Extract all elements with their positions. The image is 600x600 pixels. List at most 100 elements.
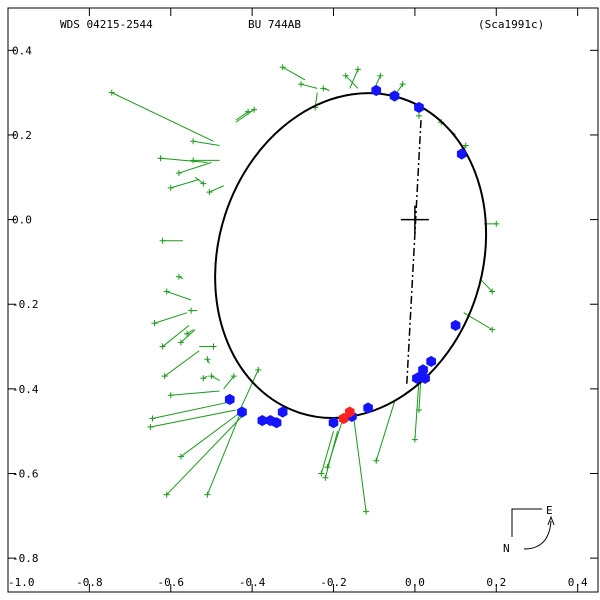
line-of-nodes — [406, 120, 422, 385]
primary-star-marker — [400, 205, 429, 234]
plot-frame — [7, 7, 599, 593]
residual-plus-marker — [399, 81, 406, 88]
residual-line — [479, 278, 493, 292]
compass-rotation-arrow — [523, 520, 552, 550]
blue-measurement-point — [224, 393, 235, 405]
residual-line — [326, 422, 343, 468]
blue-measurement-point — [371, 84, 382, 97]
x-tick-label: -0.8 — [76, 576, 103, 589]
residual-plus-marker — [245, 108, 252, 115]
residual-line — [375, 401, 396, 461]
residual-plus-marker — [320, 85, 327, 92]
y-tick-label: -0.2 — [12, 298, 39, 311]
header-left: WDS 04215-2544 — [60, 18, 153, 31]
residual-plus-marker — [149, 415, 156, 422]
residual-plus-marker — [462, 142, 469, 149]
tick-labels: -1.0 -0.8 -0.6 -0.4 -0.2 0.0 0.2 0.4 0.4 0.2 0.0 -0… — [8, 44, 588, 589]
residual-markers — [108, 64, 500, 515]
residual-line — [320, 431, 334, 474]
residual-plus-marker — [279, 64, 286, 71]
blue-measurement-point — [389, 90, 400, 102]
residual-plus-marker — [373, 457, 380, 464]
residual-plus-marker — [210, 343, 217, 350]
residual-plus-marker — [177, 339, 184, 346]
blue-measurement-point — [450, 319, 461, 331]
residual-line — [193, 140, 220, 147]
residual-plus-marker — [489, 288, 496, 295]
residual-plus-marker — [255, 366, 262, 373]
compass-axes — [511, 508, 542, 537]
residual-plus-marker — [297, 81, 304, 88]
residual-line — [206, 414, 241, 495]
blue-measurement-point — [426, 355, 436, 367]
residual-line — [223, 375, 235, 390]
residual-plus-marker — [230, 373, 237, 380]
residual-plus-marker — [167, 184, 174, 191]
y-tick-label: -0.4 — [12, 383, 39, 396]
residual-plus-marker — [151, 320, 158, 327]
residual-plus-marker — [163, 491, 170, 498]
blue-measurement-point — [271, 417, 282, 429]
blue-measurement-point — [363, 402, 373, 414]
residual-line — [186, 329, 194, 335]
residual-line — [170, 390, 220, 396]
residual-plus-marker — [493, 220, 500, 227]
blue-measurement-point — [456, 148, 467, 160]
x-tick-label: -0.6 — [158, 576, 185, 589]
residual-line — [166, 413, 245, 496]
blue-measurement-point — [412, 372, 422, 384]
y-tick-label: 0.4 — [12, 44, 32, 57]
header-center: BU 744AB — [248, 18, 301, 31]
residual-plus-marker — [324, 464, 331, 471]
x-tick-label: -0.4 — [239, 576, 266, 589]
residual-plus-marker — [363, 508, 370, 515]
red-measurements — [338, 406, 355, 425]
residual-plus-marker — [415, 112, 422, 119]
blue-measurement-point — [277, 406, 288, 418]
residual-line — [300, 83, 318, 89]
residual-plus-marker — [354, 66, 361, 73]
residual-plus-marker — [200, 375, 207, 382]
residual-plus-marker — [204, 491, 211, 498]
residual-plus-marker — [489, 326, 496, 333]
blue-measurement-point — [257, 415, 268, 427]
residual-plus-marker — [200, 180, 207, 187]
residual-plus-marker — [188, 307, 195, 314]
blue-measurement-point — [328, 417, 339, 429]
residual-plus-marker — [167, 392, 174, 399]
orbit-ellipse — [214, 92, 488, 419]
residual-line — [178, 161, 212, 174]
residual-plus-marker — [161, 373, 168, 380]
y-tick-label: 0.2 — [12, 129, 32, 142]
residual-plus-marker — [206, 189, 213, 196]
residual-plus-marker — [208, 373, 215, 380]
residual-plus-marker — [159, 343, 166, 350]
residual-line — [164, 350, 200, 377]
residual-line — [162, 325, 190, 347]
compass-north-label: N — [503, 542, 510, 555]
residual-plus-marker — [190, 157, 197, 164]
axis-ticks — [7, 8, 598, 592]
x-tick-label: -0.2 — [320, 576, 347, 589]
x-tick-label: 0.2 — [486, 576, 506, 589]
compass-arrowhead-icon — [547, 515, 555, 526]
compass-east-label: E — [546, 504, 553, 517]
residual-plus-marker — [177, 453, 184, 460]
residual-line — [160, 157, 208, 163]
residual-plus-marker — [157, 155, 164, 162]
residual-line — [211, 375, 220, 381]
residual-line — [235, 109, 255, 123]
residual-line — [345, 75, 359, 89]
residual-plus-marker — [147, 423, 154, 430]
residual-plus-marker — [251, 106, 258, 113]
y-tick-label: -0.6 — [12, 468, 39, 481]
residual-line — [209, 185, 224, 193]
residual-line — [150, 409, 236, 428]
residual-line — [353, 418, 367, 512]
residual-line — [111, 92, 214, 142]
blue-measurement-point — [237, 406, 247, 418]
residual-line — [180, 413, 239, 457]
residual-plus-marker — [108, 89, 115, 96]
residual-line — [194, 176, 204, 185]
